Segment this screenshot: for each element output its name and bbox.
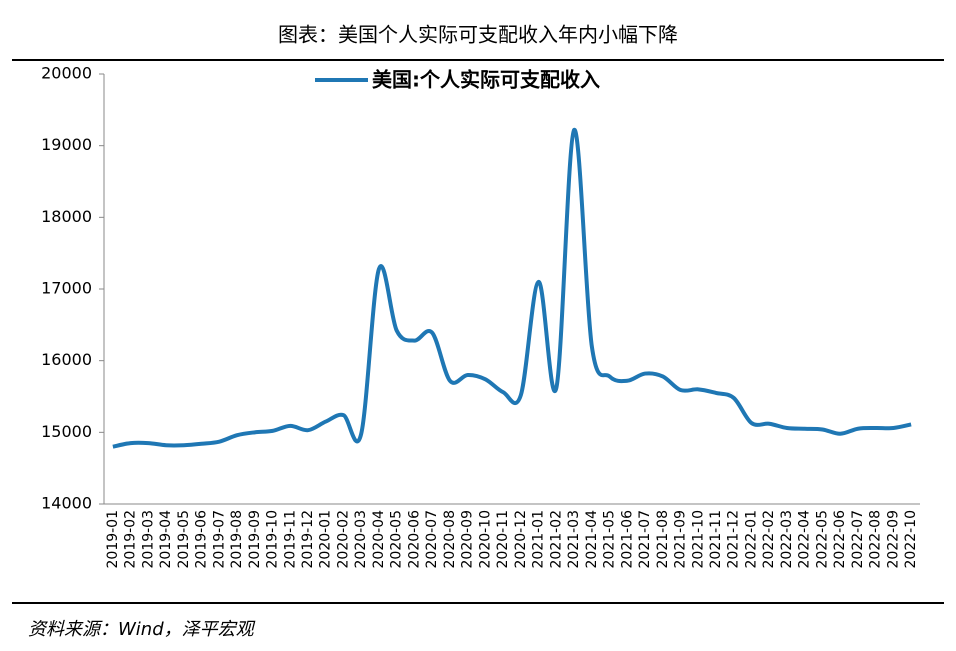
- x-tick-label: 2019-07: [211, 510, 227, 569]
- y-tick-label: 14000: [41, 494, 92, 513]
- x-tick-label: 2020-02: [335, 510, 351, 569]
- x-tick-label: 2020-06: [406, 510, 422, 569]
- x-tick-label: 2019-05: [176, 510, 192, 569]
- x-tick-label: 2021-04: [584, 510, 600, 569]
- x-tick-label: 2019-04: [158, 510, 174, 569]
- x-tick-label: 2022-05: [814, 510, 830, 569]
- x-tick-label: 2020-09: [460, 510, 476, 569]
- legend-label: 美国:个人实际可支配收入: [372, 68, 600, 92]
- x-tick-label: 2021-05: [602, 510, 618, 569]
- x-tick-label: 2020-05: [389, 510, 405, 569]
- x-tick-label: 2020-01: [318, 510, 334, 569]
- x-tick-label: 2020-10: [477, 510, 493, 569]
- x-tick-label: 2020-07: [424, 510, 440, 569]
- x-tick-label: 2022-04: [797, 510, 813, 569]
- x-tick-label: 2021-10: [690, 510, 706, 569]
- x-tick-label: 2020-11: [495, 510, 511, 569]
- x-tick-label: 2021-12: [726, 510, 742, 569]
- x-tick-label: 2022-07: [850, 510, 866, 569]
- x-tick-label: 2019-03: [140, 510, 156, 569]
- y-tick-label: 16000: [41, 350, 92, 369]
- y-tick-label: 19000: [41, 135, 92, 154]
- x-tick-label: 2022-01: [743, 510, 759, 569]
- y-tick-label: 20000: [41, 64, 92, 83]
- x-tick-label: 2021-02: [548, 510, 564, 569]
- y-tick-label: 15000: [41, 422, 92, 441]
- x-tick-label: 2020-04: [371, 510, 387, 569]
- x-tick-label: 2020-12: [513, 510, 529, 569]
- x-tick-label: 2021-03: [566, 510, 582, 569]
- x-tick-label: 2019-11: [282, 510, 298, 569]
- x-tick-label: 2022-10: [903, 510, 919, 569]
- x-tick-label: 2022-06: [832, 510, 848, 569]
- x-tick-label: 2019-02: [123, 510, 139, 569]
- x-tick-label: 2022-08: [868, 510, 884, 569]
- x-tick-label: 2019-01: [105, 510, 121, 569]
- y-tick-label: 18000: [41, 207, 92, 226]
- x-tick-label: 2022-03: [779, 510, 795, 569]
- series-line: [112, 127, 912, 449]
- x-tick-label: 2019-06: [194, 510, 210, 569]
- x-tick-label: 2019-12: [300, 510, 316, 569]
- x-tick-label: 2019-08: [229, 510, 245, 569]
- x-tick-label: 2020-08: [442, 510, 458, 569]
- x-tick-label: 2021-09: [673, 510, 689, 569]
- x-tick-label: 2019-10: [265, 510, 281, 569]
- source-note: 资料来源：Wind，泽平宏观: [28, 619, 256, 640]
- y-tick-label: 17000: [41, 279, 92, 298]
- x-tick-label: 2021-08: [655, 510, 671, 569]
- x-tick-label: 2021-01: [531, 510, 547, 569]
- x-tick-label: 2021-07: [637, 510, 653, 569]
- x-tick-label: 2021-11: [708, 510, 724, 569]
- x-tick-label: 2020-03: [353, 510, 369, 569]
- x-tick-label: 2022-09: [885, 510, 901, 569]
- x-tick-label: 2019-09: [247, 510, 263, 569]
- x-tick-label: 2022-02: [761, 510, 777, 569]
- x-tick-label: 2021-06: [619, 510, 635, 569]
- chart-title: 图表：美国个人实际可支配收入年内小幅下降: [278, 23, 678, 47]
